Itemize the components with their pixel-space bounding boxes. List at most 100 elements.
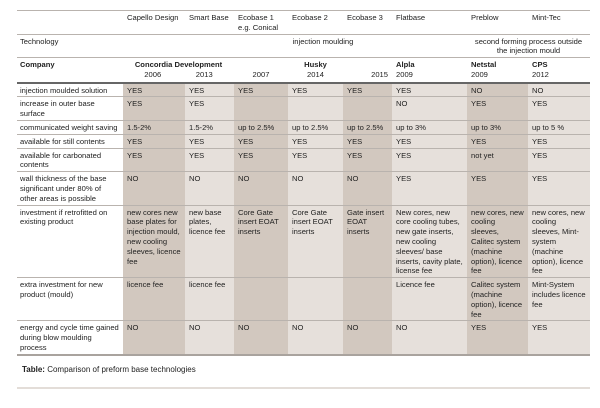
table-cell: YES [288, 147, 343, 172]
column-header: Smart Base [185, 10, 234, 35]
table-cell: YES [343, 82, 392, 97]
company-ecobase3: 2015 [343, 57, 392, 84]
table-cell: Core Gate insert EOAT inserts [234, 204, 288, 278]
column-header: Preblow [467, 10, 528, 35]
table-cell: up to 2.5% [343, 120, 392, 135]
header-empty [17, 10, 123, 35]
table-cell: YES [123, 82, 185, 97]
table-cell: YES [185, 147, 234, 172]
company-year: 2006 [144, 69, 162, 79]
table-cell: YES [467, 320, 528, 356]
table-cell: NO [343, 320, 392, 356]
table-cell: new base plates, licence fee [185, 204, 234, 278]
company-name: Concordia Development [134, 60, 223, 70]
comparison-table-container: Capello Design Smart Base Ecobase 1 e.g.… [17, 0, 590, 389]
caption-text: Comparison of preform base technologies [44, 364, 196, 374]
company-ecobase1: 2007 [234, 57, 288, 84]
table-cell: not yet [467, 147, 528, 172]
table-caption: Table: Comparison of preform base techno… [22, 364, 590, 375]
table-cell: YES [528, 133, 590, 149]
table-cell [288, 96, 343, 121]
table-cell: YES [288, 133, 343, 149]
company-name: Alpla [396, 60, 415, 70]
company-husky: Husky 2014 [288, 57, 343, 84]
company-label: Company [17, 57, 123, 84]
company-alpla: Alpla 2009 [392, 57, 467, 84]
technology-row: Technology injection moulding second for… [17, 33, 590, 58]
table-cell: NO [123, 320, 185, 356]
company-name: Husky [304, 60, 327, 70]
table-cell: YES [528, 147, 590, 172]
column-header: Ecobase 1 e.g. Conical [234, 10, 288, 35]
table-cell: up to 5 % [528, 120, 590, 135]
bottom-divider [17, 386, 590, 389]
table-cell: NO [467, 82, 528, 97]
table-cell [234, 96, 288, 121]
table-cell: YES [185, 133, 234, 149]
comparison-table: Capello Design Smart Base Ecobase 1 e.g.… [17, 10, 590, 356]
table-cell [343, 96, 392, 121]
technology-injection: injection moulding [123, 33, 467, 58]
table-cell: YES [467, 133, 528, 149]
table-cell: YES [343, 133, 392, 149]
company-year: 2013 [195, 69, 213, 79]
company-year: 2012 [532, 69, 549, 79]
table-cell: NO [528, 82, 590, 97]
row-label: wall thickness of the base significant u… [17, 171, 123, 206]
table-cell: YES [234, 82, 288, 97]
row-label: available for carbonated contents [17, 147, 123, 172]
table-row: investment if retrofitted on existing pr… [17, 204, 590, 278]
table-row: available for carbonated contents YES YES Y… [17, 147, 590, 172]
table-cell: YES [234, 147, 288, 172]
table-cell: 1.5-2% [123, 120, 185, 135]
table-cell: NO [288, 320, 343, 356]
table-cell: YES [392, 82, 467, 97]
row-label: injection moulded solution [17, 82, 123, 97]
table-cell: YES [528, 96, 590, 121]
company-cps: CPS 2012 [528, 57, 590, 84]
row-label: communicated weight saving [17, 120, 123, 135]
table-cell: YES [467, 96, 528, 121]
column-header: Ecobase 3 [343, 10, 392, 35]
column-header: Ecobase 2 [288, 10, 343, 35]
table-cell: YES [123, 133, 185, 149]
table-body: injection moulded solution YES YES YES YES YE… [17, 82, 590, 356]
header-row: Capello Design Smart Base Ecobase 1 e.g.… [17, 10, 590, 35]
technology-second: second forming process outside the injec… [467, 33, 590, 58]
table-cell: YES [288, 82, 343, 97]
table-cell: licence fee [123, 277, 185, 321]
table-cell: YES [392, 147, 467, 172]
table-cell: YES [185, 96, 234, 121]
table-cell: Licence fee [392, 277, 467, 321]
technology-label: Technology [17, 33, 123, 58]
table-row: increase in outer base surface YES YES NO YE… [17, 96, 590, 121]
table-cell: YES [123, 96, 185, 121]
row-label: available for still contents [17, 133, 123, 149]
company-year: 2007 [252, 69, 270, 79]
table-cell: NO [343, 171, 392, 206]
table-cell [288, 277, 343, 321]
table-cell: new cores, new cooling sleeves, Mint-sys… [528, 204, 590, 278]
caption-prefix: Table: [22, 364, 45, 374]
company-concordia: Concordia Development 2006 2013 [123, 57, 234, 84]
table-cell: up to 2.5% [288, 120, 343, 135]
table-cell: up to 3% [467, 120, 528, 135]
table-cell: YES [234, 133, 288, 149]
table-cell: NO [234, 171, 288, 206]
table-row: wall thickness of the base significant u… [17, 171, 590, 206]
table-cell: YES [392, 171, 467, 206]
column-header: Flatbase [392, 10, 467, 35]
table-cell: Calitec system (machine option), licence… [467, 277, 528, 321]
table-cell: YES [528, 171, 590, 206]
company-year: 2014 [307, 69, 324, 79]
table-row: extra investment for new product (mould)… [17, 277, 590, 321]
company-year: 2009 [396, 69, 413, 79]
table-cell: NO [185, 320, 234, 356]
table-cell: NO [392, 96, 467, 121]
table-row: communicated weight saving 1.5-2% 1.5-2% up… [17, 120, 590, 135]
table-cell [343, 277, 392, 321]
table-cell: NO [392, 320, 467, 356]
company-name: Netstal [471, 60, 497, 70]
table-cell: NO [123, 171, 185, 206]
row-label: increase in outer base surface [17, 96, 123, 121]
